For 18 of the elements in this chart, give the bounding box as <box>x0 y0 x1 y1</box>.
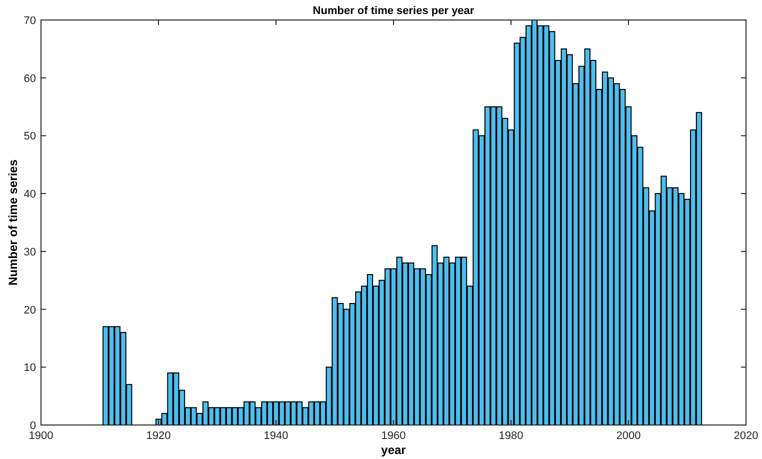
x-tick-label: 2020 <box>734 430 758 442</box>
x-tick-label: 1900 <box>28 430 54 442</box>
x-tick-label: 1920 <box>146 430 171 442</box>
y-tick-label: 60 <box>24 72 36 85</box>
y-tick-label: 70 <box>24 15 36 27</box>
y-tick-label: 30 <box>24 246 36 258</box>
y-tick-label: 0 <box>30 420 36 432</box>
y-tick-label: 50 <box>24 130 36 143</box>
x-axis-title: year <box>381 443 406 457</box>
x-tick-label: 1940 <box>264 430 288 442</box>
y-tick-label: 20 <box>24 304 36 316</box>
chart-title: Number of time series per year <box>312 5 475 17</box>
x-tick-label: 1980 <box>498 430 524 442</box>
y-tick-label: 40 <box>24 188 36 201</box>
x-tick-label: 2000 <box>616 430 641 442</box>
y-axis-title: Number of time series <box>6 159 20 286</box>
x-tick-label: 1960 <box>381 430 406 442</box>
y-tick-label: 10 <box>24 362 36 374</box>
